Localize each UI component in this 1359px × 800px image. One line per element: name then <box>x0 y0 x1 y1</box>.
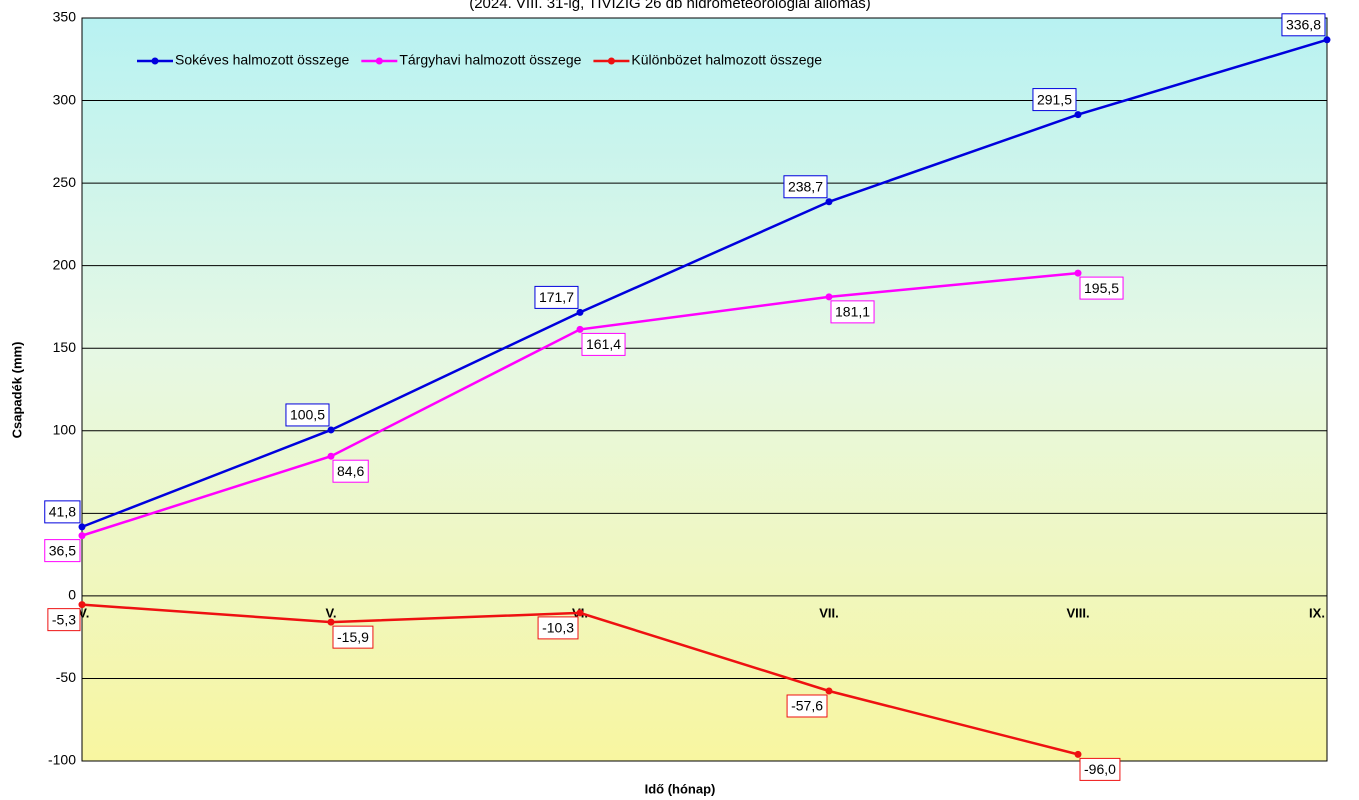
value-label-box <box>830 300 875 324</box>
series-line <box>81 38 1328 529</box>
value-label-box <box>1032 88 1077 112</box>
legend-marker <box>375 57 383 65</box>
chart-subtitle: (2024. VIII. 31-ig, TIVIZIG 26 db hidrom… <box>469 0 871 12</box>
y-tick-label: 150 <box>53 339 77 355</box>
x-tick-label: IX. <box>1309 605 1325 620</box>
data-point <box>576 308 584 316</box>
data-point <box>1074 750 1082 758</box>
y-axis-label: Csapadék (mm) <box>9 342 24 439</box>
value-label: 171,7 <box>539 289 574 305</box>
legend-marker <box>151 57 159 65</box>
value-label: -15,9 <box>337 629 369 645</box>
data-point <box>1074 269 1082 277</box>
x-tick-label: VIII. <box>1066 605 1089 620</box>
value-label: -5,3 <box>52 611 76 627</box>
y-tick-label: 100 <box>53 421 77 437</box>
value-label: -10,3 <box>542 620 574 636</box>
y-tick-label: -50 <box>56 669 76 685</box>
legend-label: Különbözet halmozott összege <box>631 52 822 68</box>
x-axis-label: Idő (hónap) <box>645 781 716 796</box>
value-label-box <box>581 332 626 356</box>
value-label-box <box>1079 757 1121 781</box>
value-label-box <box>47 608 81 632</box>
value-label-box <box>332 459 369 483</box>
value-label-box <box>1079 276 1124 300</box>
data-point <box>825 198 833 206</box>
y-tick-label: 0 <box>68 587 76 603</box>
value-label: 100,5 <box>290 407 325 423</box>
value-label: 41,8 <box>49 504 76 520</box>
legend-label: Tárgyhavi halmozott összege <box>399 52 581 68</box>
value-label-box <box>1281 13 1326 37</box>
value-label: 238,7 <box>788 178 823 194</box>
data-point <box>1323 36 1331 44</box>
value-label-box <box>285 403 330 427</box>
value-label: 195,5 <box>1084 280 1119 296</box>
y-tick-label: 200 <box>53 256 77 272</box>
value-label: 161,4 <box>586 336 621 352</box>
value-label-box <box>783 175 828 199</box>
legend-marker <box>607 57 615 65</box>
value-label-box <box>534 285 579 309</box>
data-point <box>825 293 833 301</box>
value-label-box <box>786 694 828 718</box>
y-tick-label: 250 <box>53 174 77 190</box>
value-label: 336,8 <box>1286 16 1321 32</box>
y-tick-label: 300 <box>53 91 77 107</box>
legend-label: Sokéves halmozott összege <box>175 52 350 68</box>
value-label-box <box>537 616 579 640</box>
data-point <box>327 618 335 626</box>
data-point <box>327 452 335 460</box>
data-point <box>78 523 86 531</box>
data-point <box>327 426 335 434</box>
data-point <box>576 609 584 617</box>
data-point <box>78 601 86 609</box>
data-point <box>825 687 833 695</box>
value-label: 181,1 <box>835 304 870 320</box>
y-tick-label: -100 <box>48 752 76 768</box>
data-point <box>576 325 584 333</box>
data-point <box>78 532 86 540</box>
value-label-box <box>44 500 81 524</box>
value-label: 291,5 <box>1037 91 1072 107</box>
value-label-box <box>44 539 81 563</box>
y-tick-label: 350 <box>53 9 77 25</box>
plot-area <box>81 17 1328 762</box>
x-tick-label: V. <box>325 605 336 620</box>
x-tick-label: VII. <box>819 605 839 620</box>
value-label: -57,6 <box>791 698 823 714</box>
value-label: -96,0 <box>1084 761 1116 777</box>
value-label-box <box>332 625 374 649</box>
data-point <box>1074 111 1082 119</box>
value-label: 84,6 <box>337 463 364 479</box>
value-label: 36,5 <box>49 542 76 558</box>
